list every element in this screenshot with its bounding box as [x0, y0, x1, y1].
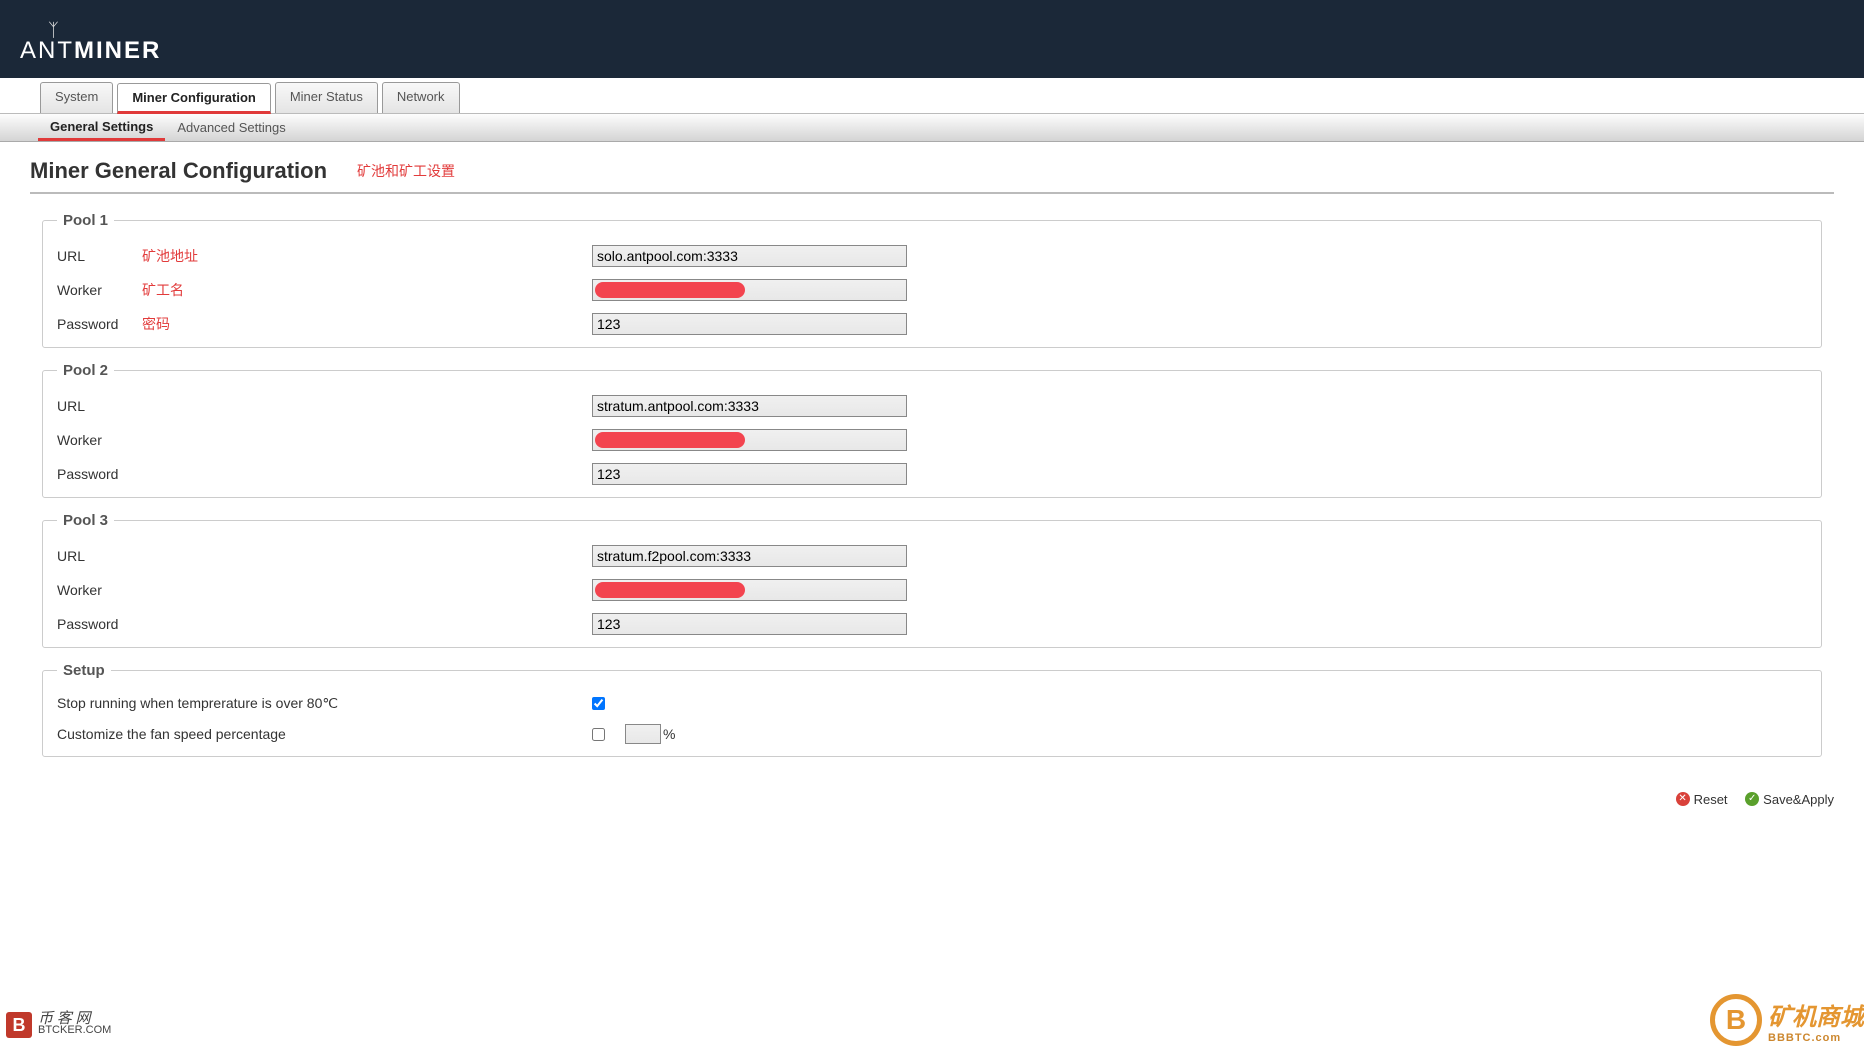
- pool-3-worker-input[interactable]: [592, 579, 907, 601]
- reset-label: Reset: [1694, 792, 1728, 807]
- tab-system[interactable]: System: [40, 82, 113, 113]
- tab-miner-status[interactable]: Miner Status: [275, 82, 378, 113]
- pool-1-worker-label: Worker: [57, 282, 142, 298]
- pool-3-password-input[interactable]: [592, 613, 907, 635]
- subtab-advanced-settings[interactable]: Advanced Settings: [165, 116, 297, 139]
- watermark-right-badge: B: [1710, 994, 1762, 1046]
- pool-2-password-label: Password: [57, 466, 142, 482]
- pool-3-fieldset: Pool 3 URL Worker Password: [42, 512, 1822, 648]
- watermark-left-badge: B: [6, 1012, 32, 1038]
- pool-1-url-label: URL: [57, 248, 142, 264]
- pool-3-legend: Pool 3: [57, 512, 114, 529]
- pool-3-url-input[interactable]: [592, 545, 907, 567]
- antenna-icon: ᛉ: [48, 23, 61, 37]
- watermark-left-en: BTCKER.COM: [38, 1025, 111, 1036]
- pool-2-worker-label: Worker: [57, 432, 142, 448]
- pool-3-url-label: URL: [57, 548, 142, 564]
- reset-icon: ✕: [1676, 792, 1690, 806]
- pool-3-worker-label: Worker: [57, 582, 142, 598]
- pool-2-url-label: URL: [57, 398, 142, 414]
- pool-1-password-annot: 密码: [142, 314, 592, 334]
- pool-2-url-input[interactable]: [592, 395, 907, 417]
- main-tabs: System Miner Configuration Miner Status …: [0, 78, 1864, 114]
- brand-part1: ANT: [20, 37, 74, 64]
- pool-2-password-input[interactable]: [592, 463, 907, 485]
- save-label: Save&Apply: [1763, 792, 1834, 807]
- reset-button[interactable]: ✕ Reset: [1676, 792, 1728, 807]
- watermark-right-en: BBBTC.com: [1768, 1032, 1864, 1044]
- pool-1-url-input[interactable]: [592, 245, 907, 267]
- watermark-left: B 币 客 网 BTCKER.COM: [6, 1012, 111, 1038]
- setup-fieldset: Setup Stop running when temprerature is …: [42, 662, 1822, 757]
- pool-1-worker-input[interactable]: [592, 279, 907, 301]
- save-icon: ✓: [1745, 792, 1759, 806]
- setup-legend: Setup: [57, 662, 111, 679]
- pool-1-worker-annot: 矿工名: [142, 280, 592, 300]
- page-title: Miner General Configuration: [30, 158, 327, 184]
- watermark-right: B 矿机商城 BBBTC.com: [1710, 994, 1864, 1046]
- pool-1-url-annot: 矿池地址: [142, 246, 592, 266]
- subtab-general-settings[interactable]: General Settings: [38, 115, 165, 141]
- pool-2-worker-input[interactable]: [592, 429, 907, 451]
- content-area: Miner General Configuration 矿池和矿工设置 Pool…: [0, 142, 1864, 781]
- pool-2-legend: Pool 2: [57, 362, 114, 379]
- save-apply-button[interactable]: ✓ Save&Apply: [1745, 792, 1834, 807]
- watermark-right-cn: 矿机商城: [1768, 997, 1864, 1032]
- tab-miner-configuration[interactable]: Miner Configuration: [117, 83, 271, 114]
- pool-1-fieldset: Pool 1 URL矿池地址Worker矿工名Password密码: [42, 212, 1822, 348]
- brand-part2: MINER: [74, 37, 161, 64]
- pool-3-password-label: Password: [57, 616, 142, 632]
- pool-2-fieldset: Pool 2 URL Worker Password: [42, 362, 1822, 498]
- fan-speed-checkbox[interactable]: [592, 728, 605, 741]
- tab-network[interactable]: Network: [382, 82, 460, 113]
- fan-speed-unit: %: [663, 726, 675, 742]
- pool-1-legend: Pool 1: [57, 212, 114, 229]
- fan-speed-input[interactable]: [625, 724, 661, 744]
- pool-1-password-label: Password: [57, 316, 142, 332]
- brand-logo: ᛉ ANTMINER: [20, 23, 161, 65]
- pool-1-password-input[interactable]: [592, 313, 907, 335]
- stop-temp-checkbox[interactable]: [592, 697, 605, 710]
- app-header: ᛉ ANTMINER: [0, 0, 1864, 78]
- stop-temp-label: Stop running when temprerature is over 8…: [57, 695, 592, 712]
- page-title-annotation: 矿池和矿工设置: [357, 161, 455, 181]
- fan-speed-label: Customize the fan speed percentage: [57, 726, 592, 742]
- sub-tabs: General Settings Advanced Settings: [0, 114, 1864, 142]
- footer-actions: ✕ Reset ✓ Save&Apply: [0, 781, 1864, 813]
